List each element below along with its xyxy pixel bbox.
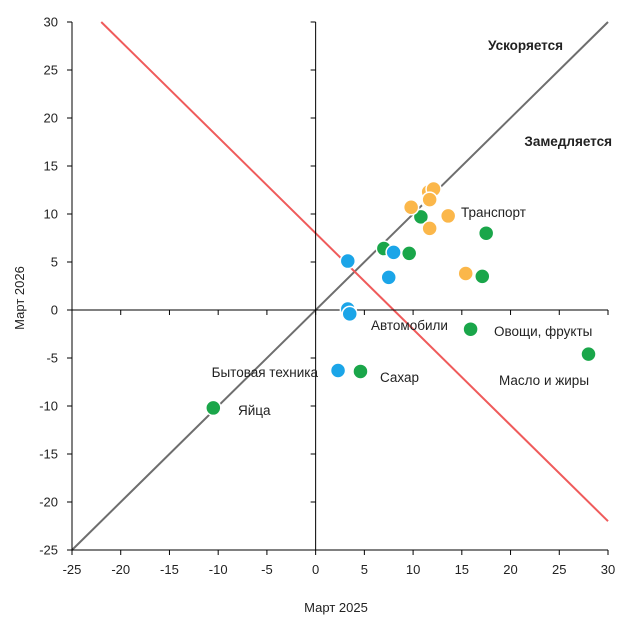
x-tick-label: -20 — [111, 562, 130, 577]
x-tick-label: 25 — [552, 562, 566, 577]
scatter-point-blue — [380, 269, 397, 286]
y-tick-label: 10 — [44, 207, 58, 222]
x-tick-label: 20 — [503, 562, 517, 577]
x-tick-label: -15 — [160, 562, 179, 577]
scatter-point-green — [352, 363, 369, 380]
y-tick-label: 20 — [44, 111, 58, 126]
scatter-point-green — [205, 399, 222, 417]
scatter-point-blue — [385, 244, 402, 261]
data-points — [205, 180, 597, 417]
point-label: Масло и жиры — [499, 373, 589, 388]
y-tick-label: -10 — [39, 399, 58, 414]
x-tick-label: -5 — [261, 562, 273, 577]
scatter-point-orange — [457, 265, 474, 282]
y-tick-label: -20 — [39, 495, 58, 510]
annotations: Ускоряется Замедляется Транспорт Автомобили… — [212, 38, 612, 418]
x-tick-label: 10 — [406, 562, 420, 577]
scatter-point-orange — [421, 220, 438, 237]
scatter-point-orange — [402, 199, 420, 216]
y-axis-title: Март 2026 — [12, 266, 27, 330]
tick-labels: -25 -20 -15 -10 -5 0 5 10 15 20 25 30 -25 -20 -15 -10 -5… — [12, 15, 615, 616]
reference-lines — [71, 21, 609, 551]
antidiagonal-line — [100, 21, 609, 522]
scatter-point-orange — [439, 207, 457, 225]
scatter-point-green — [462, 320, 479, 338]
x-tick-label: 0 — [312, 562, 319, 577]
scatter-point-green — [477, 224, 495, 242]
scatter-point-green — [580, 345, 597, 363]
scatter-point-orange — [421, 191, 438, 208]
x-tick-label: 30 — [601, 562, 615, 577]
y-tick-label: -15 — [39, 447, 58, 462]
y-tick-label: 30 — [44, 15, 58, 30]
y-tick-label: -25 — [39, 543, 58, 558]
point-label: Бытовая техника — [212, 365, 319, 380]
y-tick-label: 5 — [51, 255, 58, 270]
x-tick-label: 5 — [361, 562, 368, 577]
y-tick-label: 25 — [44, 63, 58, 78]
scatter-point-green — [412, 208, 430, 226]
point-label: Сахар — [380, 370, 419, 385]
point-label: Автомобили — [371, 318, 448, 333]
x-tick-label: -25 — [63, 562, 82, 577]
x-tick-label: -10 — [209, 562, 228, 577]
scatter-point-blue — [329, 362, 347, 379]
region-label: Замедляется — [524, 134, 612, 149]
point-label: Овощи, фрукты — [494, 324, 592, 339]
y-tick-label: 15 — [44, 159, 58, 174]
point-label: Транспорт — [461, 205, 526, 220]
diagonal-line — [71, 21, 609, 551]
y-tick-label: -5 — [46, 351, 58, 366]
scatter-point-green — [474, 268, 491, 285]
scatter-point-green — [400, 245, 418, 262]
x-tick-label: 15 — [455, 562, 469, 577]
scatter-point-blue — [341, 305, 358, 323]
scatter-point-blue — [339, 252, 357, 270]
region-label: Ускоряется — [488, 38, 563, 53]
y-tick-label: 0 — [51, 303, 58, 318]
point-label: Яйца — [238, 403, 271, 418]
x-axis-title: Март 2025 — [304, 600, 368, 615]
